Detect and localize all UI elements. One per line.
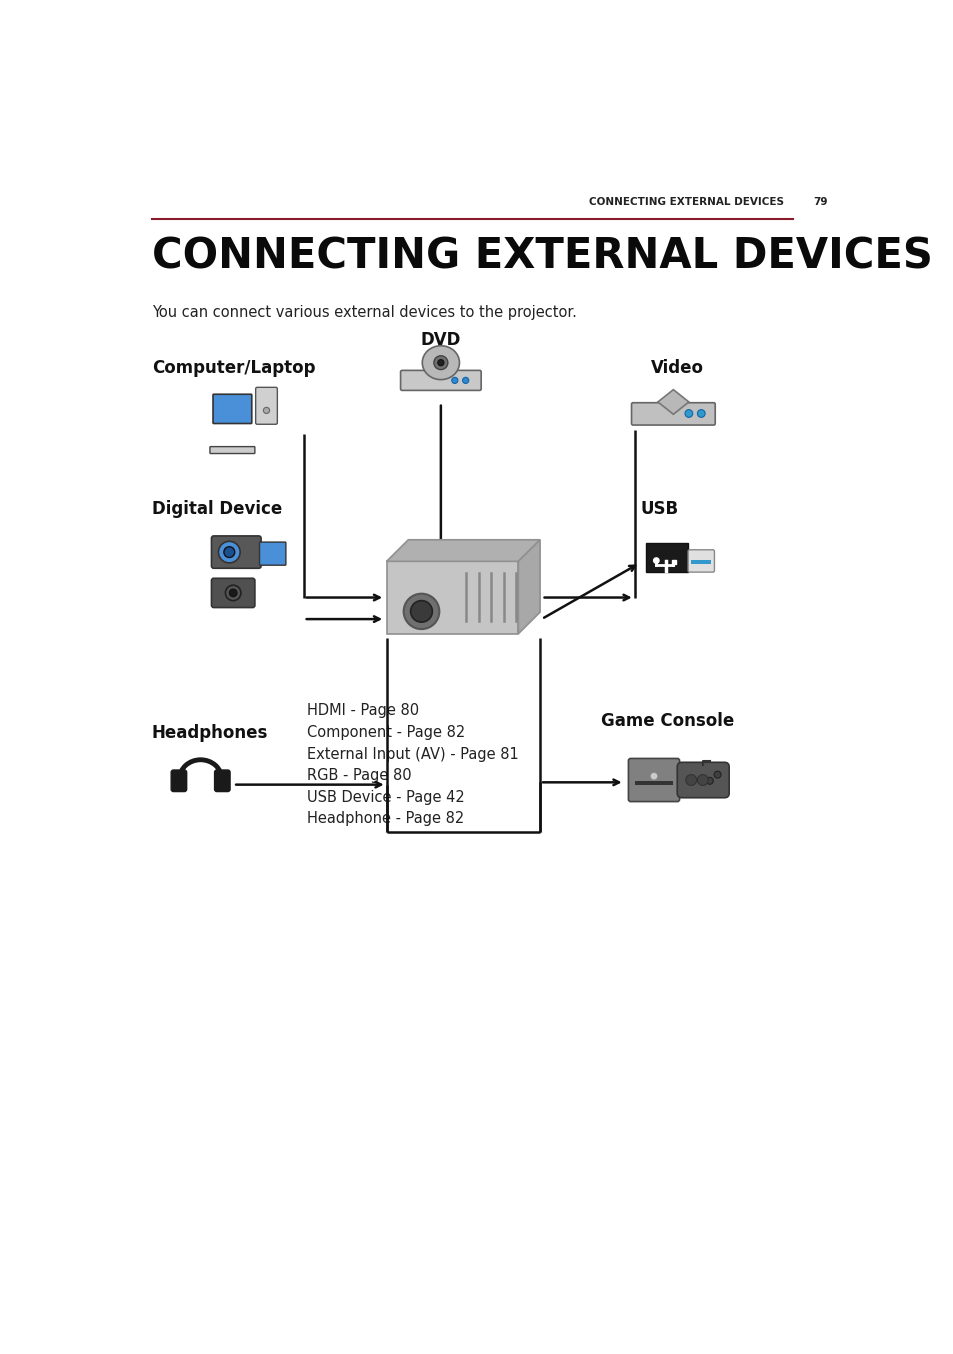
Circle shape — [229, 589, 236, 597]
FancyBboxPatch shape — [214, 770, 230, 792]
Text: USB Device - Page 42: USB Device - Page 42 — [307, 789, 464, 804]
Circle shape — [403, 593, 439, 630]
Text: HDMI - Page 80: HDMI - Page 80 — [307, 704, 418, 719]
FancyBboxPatch shape — [259, 542, 286, 565]
Bar — [671, 559, 675, 563]
Circle shape — [697, 774, 707, 785]
Text: Component - Page 82: Component - Page 82 — [307, 724, 464, 741]
Circle shape — [713, 772, 720, 779]
Circle shape — [218, 542, 240, 563]
Polygon shape — [517, 540, 539, 634]
Polygon shape — [386, 540, 539, 562]
Text: CONNECTING EXTERNAL DEVICES: CONNECTING EXTERNAL DEVICES — [589, 198, 783, 207]
FancyBboxPatch shape — [677, 762, 728, 798]
Text: CONNECTING EXTERNAL DEVICES: CONNECTING EXTERNAL DEVICES — [152, 236, 932, 278]
Text: Headphones: Headphones — [152, 723, 268, 742]
Text: External Input (AV) - Page 81: External Input (AV) - Page 81 — [307, 746, 518, 761]
Circle shape — [437, 360, 443, 366]
Ellipse shape — [422, 345, 459, 379]
Circle shape — [410, 601, 432, 623]
FancyBboxPatch shape — [255, 387, 277, 424]
Circle shape — [225, 585, 241, 601]
Text: Computer/Laptop: Computer/Laptop — [152, 359, 315, 376]
Circle shape — [685, 774, 696, 785]
Text: DVD: DVD — [420, 330, 460, 349]
Bar — [634, 781, 673, 784]
FancyBboxPatch shape — [687, 550, 714, 573]
FancyBboxPatch shape — [213, 394, 252, 424]
Circle shape — [224, 547, 234, 558]
Text: USB: USB — [639, 500, 678, 519]
Circle shape — [263, 408, 270, 413]
Text: Headphone - Page 82: Headphone - Page 82 — [307, 811, 463, 826]
Text: 79: 79 — [812, 198, 826, 207]
FancyBboxPatch shape — [210, 447, 254, 454]
Circle shape — [697, 410, 704, 417]
Circle shape — [653, 558, 659, 563]
Text: You can connect various external devices to the projector.: You can connect various external devices… — [152, 305, 576, 320]
Circle shape — [452, 378, 457, 383]
FancyBboxPatch shape — [212, 536, 261, 569]
FancyBboxPatch shape — [171, 770, 187, 792]
Bar — [645, 543, 687, 573]
Text: Game Console: Game Console — [600, 712, 734, 730]
FancyBboxPatch shape — [631, 402, 715, 425]
Circle shape — [684, 410, 692, 417]
Circle shape — [649, 772, 658, 780]
Polygon shape — [386, 562, 517, 634]
Circle shape — [705, 777, 713, 784]
Text: Digital Device: Digital Device — [152, 500, 282, 519]
Circle shape — [434, 356, 447, 370]
Text: Video: Video — [650, 359, 703, 376]
FancyBboxPatch shape — [400, 371, 480, 390]
Text: RGB - Page 80: RGB - Page 80 — [307, 768, 411, 783]
FancyBboxPatch shape — [212, 578, 254, 608]
Bar — [691, 559, 711, 565]
Circle shape — [462, 378, 468, 383]
FancyBboxPatch shape — [628, 758, 679, 802]
Polygon shape — [658, 390, 688, 414]
